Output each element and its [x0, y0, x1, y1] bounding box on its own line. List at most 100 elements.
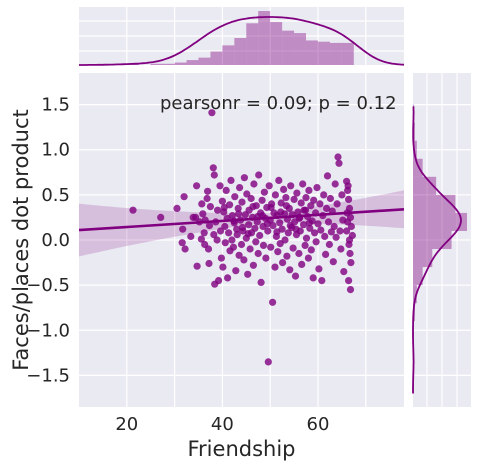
scatter-point: [262, 254, 270, 262]
top-hist-bar: [222, 45, 235, 65]
scatter-point: [200, 229, 208, 237]
y-tick-label: 1.0: [41, 140, 70, 161]
scatter-point: [210, 171, 218, 179]
scatter-point: [344, 182, 352, 190]
scatter-point: [299, 180, 307, 188]
scatter-point: [204, 245, 213, 253]
scatter-point: [245, 221, 253, 229]
scatter-point: [228, 212, 236, 220]
scatter-point: [324, 218, 333, 226]
scatter-point: [259, 241, 268, 249]
scatter-point: [282, 194, 290, 202]
scatter-point: [294, 208, 302, 216]
scatter-point: [218, 197, 226, 205]
y-tick-label: −1.5: [26, 365, 70, 386]
scatter-point: [318, 277, 326, 285]
scatter-point: [264, 358, 272, 366]
scatter-point: [129, 206, 137, 214]
scatter-point: [295, 249, 303, 258]
scatter-point: [243, 190, 251, 198]
scatter-point: [289, 244, 297, 252]
y-tick-label: 1.5: [41, 95, 70, 116]
scatter-point: [187, 232, 195, 240]
scatter-point: [221, 222, 229, 231]
scatter-point: [304, 254, 312, 262]
scatter-point: [334, 153, 342, 161]
top-kde-curve: [79, 16, 405, 66]
scatter-point: [255, 171, 263, 179]
right-kde-curve: [412, 106, 462, 394]
scatter-point: [228, 236, 236, 244]
scatter-point: [271, 191, 279, 199]
scatter-point: [238, 198, 246, 206]
scatter-point: [252, 238, 260, 246]
scatter-point: [333, 200, 341, 208]
scatter-point: [225, 229, 233, 237]
scatter-point: [157, 213, 165, 221]
scatter-point: [227, 176, 235, 184]
scatter-point: [311, 229, 319, 237]
scatter-point: [276, 219, 284, 227]
scatter-point: [297, 199, 305, 207]
scatter-point: [231, 193, 239, 201]
scatter-point: [193, 262, 201, 270]
scatter-point: [244, 270, 252, 278]
scatter-point: [326, 194, 334, 203]
top-hist-bar: [341, 42, 354, 65]
scatter-point: [322, 250, 330, 258]
scatter-point: [293, 189, 301, 197]
right-hist-bar: [413, 249, 433, 268]
scatter-point: [275, 176, 283, 184]
scatter-point: [179, 225, 187, 233]
scatter-point: [221, 239, 229, 247]
scatter-point: [291, 272, 300, 280]
scatter-point: [290, 195, 298, 203]
scatter-point: [257, 278, 265, 286]
right-hist-bar: [413, 194, 456, 213]
scatter-point: [346, 286, 355, 294]
top-marginal: [79, 7, 405, 66]
top-histogram: [126, 11, 354, 65]
scatter-point: [313, 184, 321, 192]
y-tick-label: −0.5: [26, 275, 70, 296]
scatter-point: [286, 222, 294, 230]
top-hist-bar: [150, 63, 163, 65]
scatter-point: [305, 186, 313, 194]
scatter-point: [199, 210, 207, 218]
scatter-point: [271, 263, 279, 271]
scatter-point: [336, 227, 344, 235]
scatter-point: [254, 249, 262, 258]
scatter-point: [206, 203, 214, 211]
scatter-point: [233, 225, 241, 233]
scatter-point: [197, 235, 205, 243]
scatter-point: [220, 203, 228, 212]
scatter-point: [205, 222, 214, 230]
scatter-point: [287, 182, 295, 190]
scatter-point: [302, 234, 311, 242]
scatter-point: [204, 187, 212, 195]
scatter-point: [307, 202, 315, 210]
scatter-point: [279, 259, 287, 267]
scatter-point: [338, 191, 346, 199]
top-hist-bar: [258, 11, 271, 65]
scatter-point: [286, 266, 294, 274]
scatter-point: [309, 274, 317, 282]
right-marginal: [412, 73, 471, 407]
scatter-point: [325, 240, 333, 249]
scatter-point: [317, 226, 325, 234]
scatter-point: [345, 195, 353, 203]
scatter-point: [330, 222, 338, 231]
scatter-point: [193, 182, 201, 190]
scatter-point: [302, 194, 310, 202]
scatter-point: [226, 201, 234, 209]
y-tick-labels: 1.5 1.0 0.5 0.0 −0.5 −1.0 −1.5: [26, 95, 70, 387]
right-hist-bar: [413, 285, 417, 304]
scatter-point: [249, 203, 257, 211]
scatter-point: [238, 223, 247, 231]
scatter-point: [347, 259, 355, 267]
x-tick-label: 40: [211, 414, 234, 435]
scatter-point: [307, 246, 315, 254]
scatter-point: [263, 220, 271, 228]
scatter-point: [335, 159, 343, 167]
